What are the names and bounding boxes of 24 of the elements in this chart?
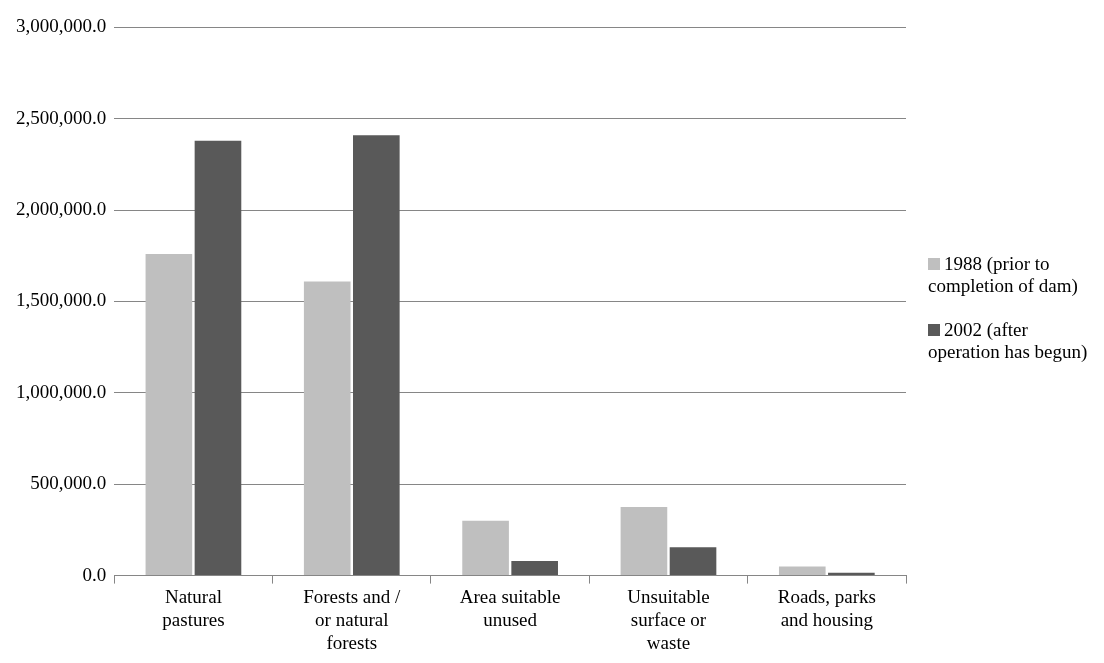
x-tick-label: Unsuitable surface or waste — [627, 585, 710, 653]
y-tick-label: 2,500,000.0 — [16, 106, 107, 128]
legend-label: 1988 (prior to completion of dam) — [928, 253, 1078, 296]
bar — [511, 560, 558, 576]
y-tick-label: 2,000,000.0 — [16, 198, 107, 220]
bar — [145, 253, 193, 576]
legend-label: 2002 (after operation has begun) — [928, 319, 1088, 362]
y-tick-label: 1,500,000.0 — [16, 289, 107, 311]
bar — [828, 572, 875, 576]
x-tick-label: Forests and / or natural forests — [303, 585, 402, 653]
bar — [303, 281, 351, 576]
bar — [778, 566, 826, 576]
x-tick-label: Area suitable unused — [459, 585, 561, 630]
y-tick-label: 3,000,000.0 — [16, 15, 107, 37]
x-tick-label: Natural pastures — [162, 585, 225, 630]
bar — [462, 520, 509, 576]
x-tick-label: Roads, parks and housing — [777, 585, 876, 630]
bar — [194, 140, 242, 576]
bar — [669, 547, 717, 576]
y-tick-label: 500,000.0 — [30, 472, 107, 494]
y-tick-label: 1,000,000.0 — [16, 380, 107, 402]
y-tick-label: 0.0 — [82, 563, 107, 585]
bar — [620, 507, 668, 576]
bar — [353, 135, 400, 576]
